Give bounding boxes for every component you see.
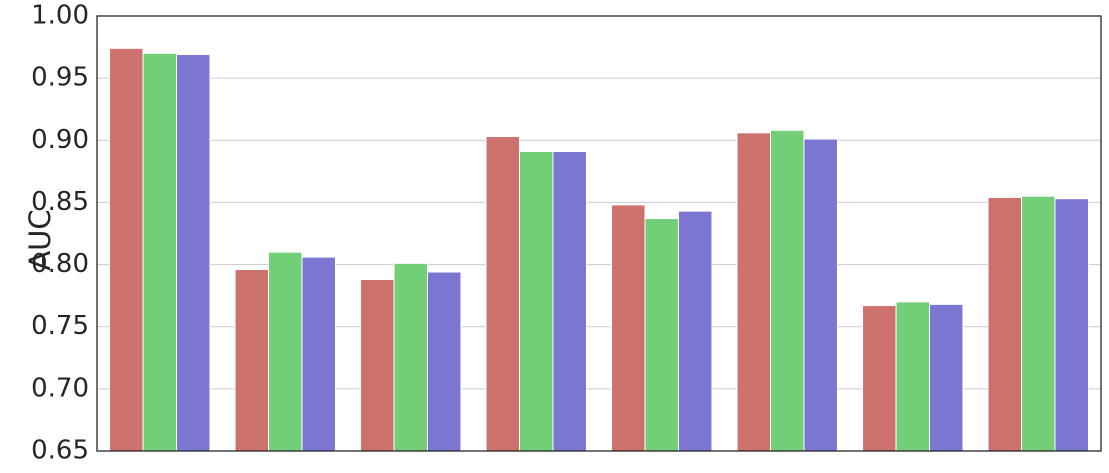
bar bbox=[803, 138, 838, 452]
y-tick-label: 0.70 bbox=[31, 373, 89, 403]
y-tick-label: 0.80 bbox=[31, 249, 89, 279]
bar bbox=[644, 218, 679, 452]
bar bbox=[1021, 195, 1056, 452]
bar bbox=[736, 132, 772, 452]
y-tick-label: 1.00 bbox=[31, 1, 89, 31]
bar bbox=[301, 256, 336, 452]
y-tick-label: 0.90 bbox=[31, 125, 89, 155]
bar bbox=[677, 210, 713, 452]
bar bbox=[928, 303, 964, 452]
bar bbox=[987, 196, 1023, 452]
bar bbox=[109, 47, 144, 452]
bar bbox=[1054, 198, 1089, 452]
bar bbox=[142, 52, 177, 452]
bar bbox=[426, 271, 462, 452]
bar bbox=[552, 150, 587, 452]
y-tick-label: 0.65 bbox=[31, 436, 89, 466]
bar bbox=[393, 262, 428, 452]
bar bbox=[485, 136, 521, 452]
bar bbox=[770, 129, 805, 452]
bar bbox=[360, 278, 395, 452]
y-tick-label: 0.85 bbox=[31, 187, 89, 217]
bar bbox=[611, 204, 646, 452]
bar bbox=[175, 54, 211, 452]
bar bbox=[234, 269, 270, 452]
bar bbox=[519, 150, 554, 452]
y-tick-label: 0.95 bbox=[31, 63, 89, 93]
bar bbox=[268, 251, 303, 452]
plot-frame bbox=[96, 15, 1102, 452]
bar bbox=[895, 301, 930, 452]
y-axis-label: AUC bbox=[23, 209, 57, 270]
bar bbox=[862, 305, 897, 452]
y-tick-label: 0.75 bbox=[31, 311, 89, 341]
